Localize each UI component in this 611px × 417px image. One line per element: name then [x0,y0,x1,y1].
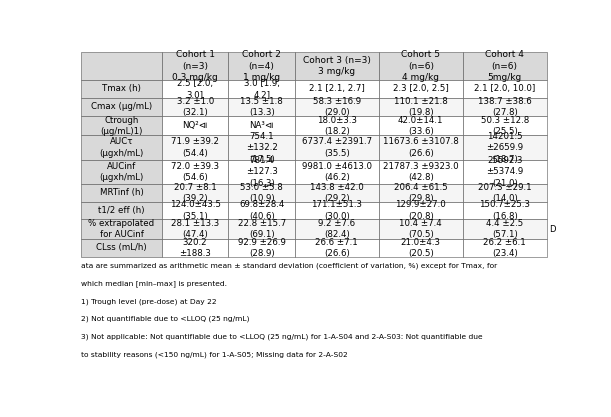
Bar [229,202,295,219]
Text: 320.2
±188.3: 320.2 ±188.3 [179,238,211,258]
Bar [229,52,295,80]
Text: t1/2 eff (h): t1/2 eff (h) [98,206,145,215]
Text: 1) Trough level (pre-dose) at Day 22: 1) Trough level (pre-dose) at Day 22 [81,298,217,305]
Text: 69.8±28.4
(40.6): 69.8±28.4 (40.6) [239,200,284,221]
Text: 4.4 ±2.5
(57.1): 4.4 ±2.5 (57.1) [486,219,523,239]
Bar [81,98,162,116]
Bar [379,98,463,116]
Text: 754.1
±132.2
(17.5): 754.1 ±132.2 (17.5) [246,132,277,163]
Text: 53.0 ±5.8
(10.9): 53.0 ±5.8 (10.9) [240,183,283,203]
Text: D: D [549,224,555,234]
Bar [463,202,547,219]
Text: Cohort 1
(n=3)
0.3 mg/kg: Cohort 1 (n=3) 0.3 mg/kg [172,50,218,82]
Bar [295,80,379,98]
Text: 9.2 ±7.6
(82.4): 9.2 ±7.6 (82.4) [318,219,356,239]
Bar [295,160,379,184]
Text: 129.9±27.0
(20.8): 129.9±27.0 (20.8) [395,200,446,221]
Text: 781.4
±127.3
(16.3): 781.4 ±127.3 (16.3) [246,156,277,188]
Bar [162,160,229,184]
Bar [463,52,547,80]
Bar [463,160,547,184]
Bar [162,116,229,136]
Text: 42.0±14.1
(33.6): 42.0±14.1 (33.6) [398,116,444,136]
Bar [162,239,229,257]
Text: 21787.3 ±9323.0
(42.8): 21787.3 ±9323.0 (42.8) [383,162,459,182]
Bar [463,98,547,116]
Bar [162,184,229,202]
Text: Cohort 4
(n=6)
5mg/kg: Cohort 4 (n=6) 5mg/kg [485,50,524,82]
Bar [81,202,162,219]
Text: which median [min–max] is presented.: which median [min–max] is presented. [81,281,227,287]
Bar [463,184,547,202]
Text: 10.4 ±7.4
(70.5): 10.4 ±7.4 (70.5) [400,219,442,239]
Text: 50.3 ±12.8
(25.5): 50.3 ±12.8 (25.5) [480,116,529,136]
Text: 143.8 ±42.0
(29.2): 143.8 ±42.0 (29.2) [310,183,364,203]
Text: 28.1 ±13.3
(47.4): 28.1 ±13.3 (47.4) [171,219,219,239]
Bar [379,239,463,257]
Text: 171.1±51.3
(30.0): 171.1±51.3 (30.0) [312,200,362,221]
Text: 11673.6 ±3107.8
(26.6): 11673.6 ±3107.8 (26.6) [383,137,459,158]
Text: 26.6 ±7.1
(26.6): 26.6 ±7.1 (26.6) [315,238,358,258]
Bar [229,98,295,116]
Text: 124.0±43.5
(35.1): 124.0±43.5 (35.1) [170,200,221,221]
Bar [379,160,463,184]
Text: % extrapolated
for AUCinf: % extrapolated for AUCinf [89,219,155,239]
Text: 13.5 ±1.8
(13.3): 13.5 ±1.8 (13.3) [240,97,283,117]
Bar [379,136,463,160]
Text: 3.2 ±1.0
(32.1): 3.2 ±1.0 (32.1) [177,97,214,117]
Text: 25592.3
±5374.9
(21.0): 25592.3 ±5374.9 (21.0) [486,156,523,188]
Bar [229,136,295,160]
Bar [295,219,379,239]
Bar [162,52,229,80]
Text: 207.3 ±29.1
(14.0): 207.3 ±29.1 (14.0) [478,183,532,203]
Bar [295,52,379,80]
Text: AUCinf
(μgxh/mL): AUCinf (μgxh/mL) [100,162,144,182]
Text: 2.1 [2.0, 10.0]: 2.1 [2.0, 10.0] [474,84,535,93]
Bar [463,80,547,98]
Bar [463,239,547,257]
Text: 72.0 ±39.3
(54.6): 72.0 ±39.3 (54.6) [171,162,219,182]
Text: 18.0±3.3
(18.2): 18.0±3.3 (18.2) [317,116,357,136]
Text: CLss (mL/h): CLss (mL/h) [96,244,147,252]
Bar [295,116,379,136]
Bar [229,219,295,239]
Bar [162,202,229,219]
Bar [379,52,463,80]
Text: 206.4 ±61.5
(29.8): 206.4 ±61.5 (29.8) [394,183,448,203]
Text: NQ²⧏: NQ²⧏ [183,121,208,130]
Text: to stability reasons (<150 ng/mL) for 1-A-S05; Missing data for 2-A-S02: to stability reasons (<150 ng/mL) for 1-… [81,351,348,358]
Bar [81,136,162,160]
Text: 71.9 ±39.2
(54.4): 71.9 ±39.2 (54.4) [171,137,219,158]
Bar [81,160,162,184]
Bar [81,184,162,202]
Text: 2) Not quantifiable due to <LLOQ (25 ng/mL): 2) Not quantifiable due to <LLOQ (25 ng/… [81,316,250,322]
Bar [295,184,379,202]
Text: Cohort 3 (n=3)
3 mg/kg: Cohort 3 (n=3) 3 mg/kg [303,56,371,76]
Text: 22.8 ±15.7
(69.1): 22.8 ±15.7 (69.1) [238,219,286,239]
Bar [162,136,229,160]
Bar [229,160,295,184]
Text: Cohort 5
(n=6)
4 mg/kg: Cohort 5 (n=6) 4 mg/kg [401,50,441,82]
Bar [229,184,295,202]
Bar [463,136,547,160]
Text: 14201.5
±2659.9
(18.7): 14201.5 ±2659.9 (18.7) [486,132,523,163]
Bar [463,219,547,239]
Bar [229,116,295,136]
Bar [162,80,229,98]
Text: 110.1 ±21.8
(19.8): 110.1 ±21.8 (19.8) [394,97,448,117]
Bar [81,52,162,80]
Bar [229,239,295,257]
Text: 20.7 ±8.1
(39.2): 20.7 ±8.1 (39.2) [174,183,216,203]
Bar [379,116,463,136]
Text: MRTinf (h): MRTinf (h) [100,188,144,197]
Bar [379,80,463,98]
Bar [162,219,229,239]
Bar [81,239,162,257]
Text: Cmax (μg/mL): Cmax (μg/mL) [91,102,152,111]
Text: NA³⧏: NA³⧏ [249,121,274,130]
Bar [295,136,379,160]
Text: 2.5 [2.0,
3.0]: 2.5 [2.0, 3.0] [177,78,213,99]
Text: 2.1 [2.1, 2.7]: 2.1 [2.1, 2.7] [309,84,365,93]
Bar [81,219,162,239]
Text: ata are summarized as arithmetic mean ± standard deviation (coefficient of varia: ata are summarized as arithmetic mean ± … [81,263,497,269]
